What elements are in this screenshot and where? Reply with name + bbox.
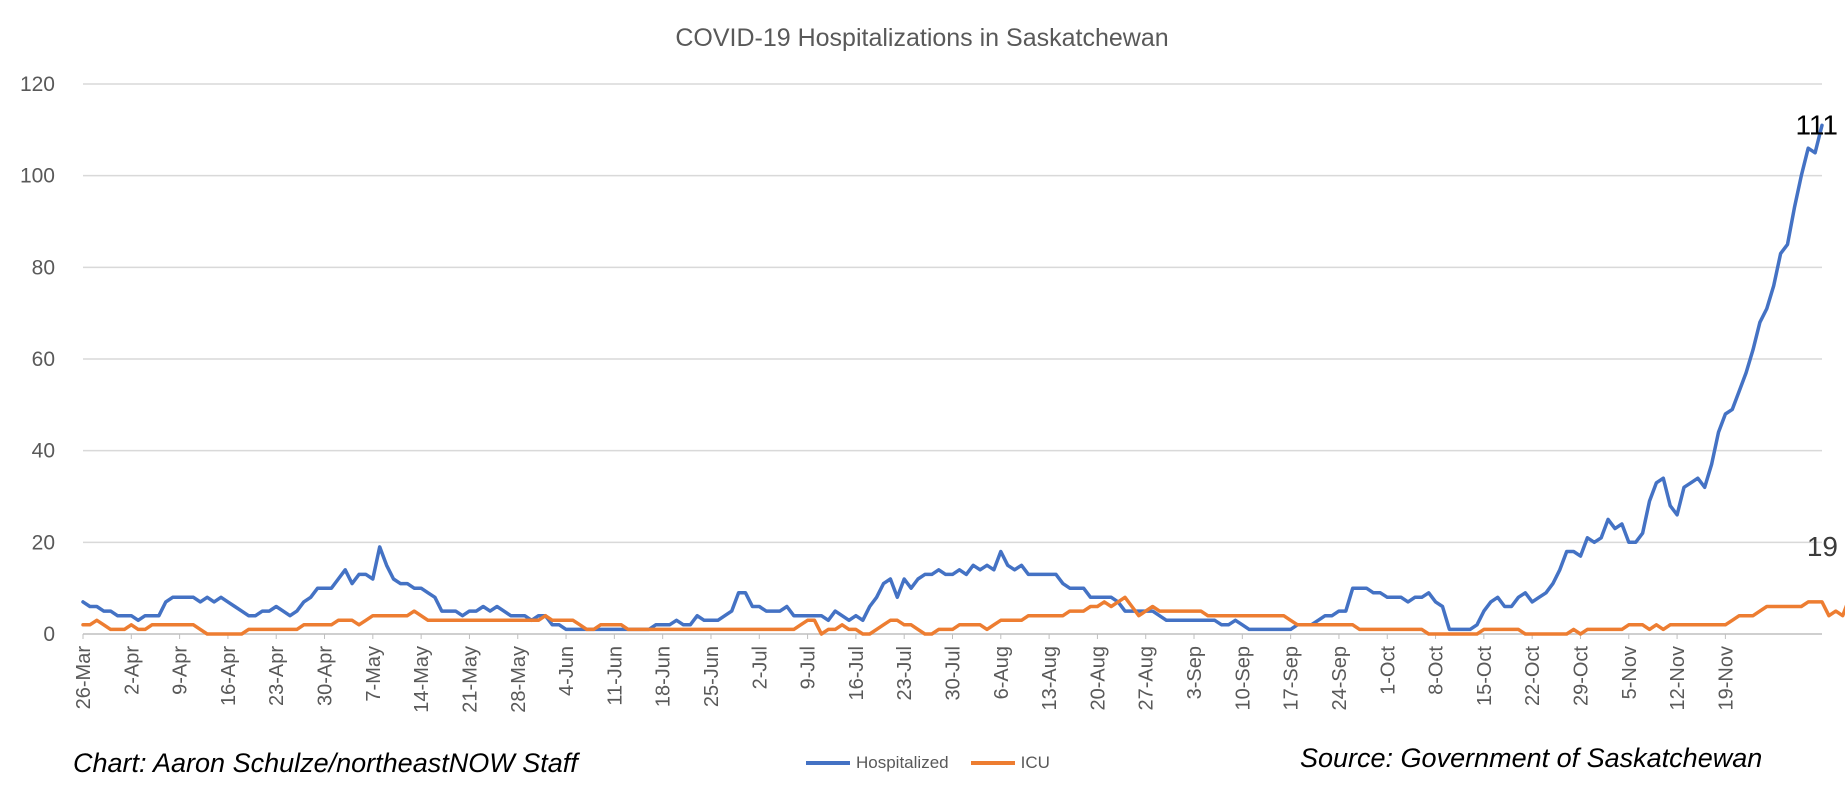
x-tick-label: 12-Nov	[1667, 646, 1689, 710]
x-tick-label: 16-Jul	[846, 646, 868, 700]
legend-label-hospitalized: Hospitalized	[856, 753, 949, 772]
chart-credit: Chart: Aaron Schulze/northeastNOW Staff	[73, 748, 578, 778]
x-tick-label: 30-Apr	[315, 646, 337, 706]
y-tick-label: 20	[32, 531, 55, 554]
x-tick-label: 28-May	[508, 646, 530, 713]
x-tick-label: 2-Apr	[121, 646, 143, 695]
x-tick-label: 2-Jul	[749, 646, 771, 689]
y-tick-label: 60	[32, 348, 55, 371]
legend-item-hospitalized: Hospitalized	[806, 753, 949, 773]
x-tick-label: 16-Apr	[218, 646, 240, 706]
x-axis-ticks: 26-Mar 2-Apr 9-Apr 16-Apr 23-Apr 30-Apr 7-May 1…	[73, 634, 1737, 713]
x-tick-label: 10-Sep	[1232, 646, 1254, 711]
x-tick-label: 15-Oct	[1474, 646, 1496, 706]
y-tick-label: 80	[32, 256, 55, 279]
series-lines	[81, 123, 1845, 636]
x-tick-label: 23-Apr	[266, 646, 288, 706]
x-tick-label: 4-Jun	[556, 646, 578, 696]
legend-label-icu: ICU	[1020, 753, 1050, 772]
x-tick-label: 29-Oct	[1570, 646, 1592, 706]
end-label-hospitalized: 111	[1795, 109, 1838, 140]
x-tick-label: 1-Oct	[1377, 646, 1399, 695]
y-tick-label: 40	[32, 440, 55, 463]
x-tick-label: 9-Apr	[170, 646, 192, 695]
series-line-icu	[81, 595, 1845, 636]
x-tick-label: 14-May	[411, 646, 433, 713]
x-tick-label: 18-Jun	[653, 646, 675, 707]
y-tick-label: 100	[20, 165, 55, 188]
legend-swatch-icu	[970, 761, 1015, 765]
x-tick-label: 7-May	[363, 646, 385, 702]
data-source: Source: Government of Saskatchewan	[1300, 743, 1763, 773]
y-axis-ticks: 0 20 40 60 80 100 120	[20, 73, 55, 646]
end-labels: 111 19	[1795, 109, 1838, 562]
legend-swatch-hospitalized	[806, 761, 850, 765]
x-tick-label: 19-Nov	[1715, 646, 1737, 710]
x-tick-label: 5-Nov	[1619, 646, 1641, 699]
x-tick-label: 9-Jul	[798, 646, 820, 689]
y-tick-label: 0	[43, 623, 55, 646]
x-tick-label: 30-Jul	[943, 646, 965, 700]
x-tick-label: 27-Aug	[1136, 646, 1158, 711]
x-tick-label: 24-Sep	[1329, 646, 1351, 711]
chart-title: COVID-19 Hospitalizations in Saskatchewa…	[675, 24, 1168, 52]
legend-item-icu: ICU	[970, 753, 1050, 773]
end-label-icu: 19	[1807, 531, 1838, 562]
legend: Hospitalized ICU	[806, 753, 1072, 773]
x-tick-label: 26-Mar	[73, 646, 95, 710]
x-tick-label: 25-Jun	[701, 646, 723, 707]
x-tick-label: 23-Jul	[894, 646, 916, 700]
gridlines	[83, 83, 1822, 635]
x-tick-label: 22-Oct	[1522, 646, 1544, 706]
x-tick-label: 17-Sep	[1281, 646, 1303, 711]
x-tick-label: 8-Oct	[1426, 646, 1448, 695]
x-tick-label: 3-Sep	[1184, 646, 1206, 699]
series-line-hospitalized	[81, 123, 1824, 632]
x-tick-label: 20-Aug	[1087, 646, 1109, 711]
y-tick-label: 120	[20, 73, 55, 96]
x-tick-label: 21-May	[459, 646, 481, 713]
x-tick-label: 11-Jun	[604, 646, 626, 706]
x-tick-label: 6-Aug	[991, 646, 1013, 699]
x-tick-label: 13-Aug	[1039, 646, 1061, 711]
